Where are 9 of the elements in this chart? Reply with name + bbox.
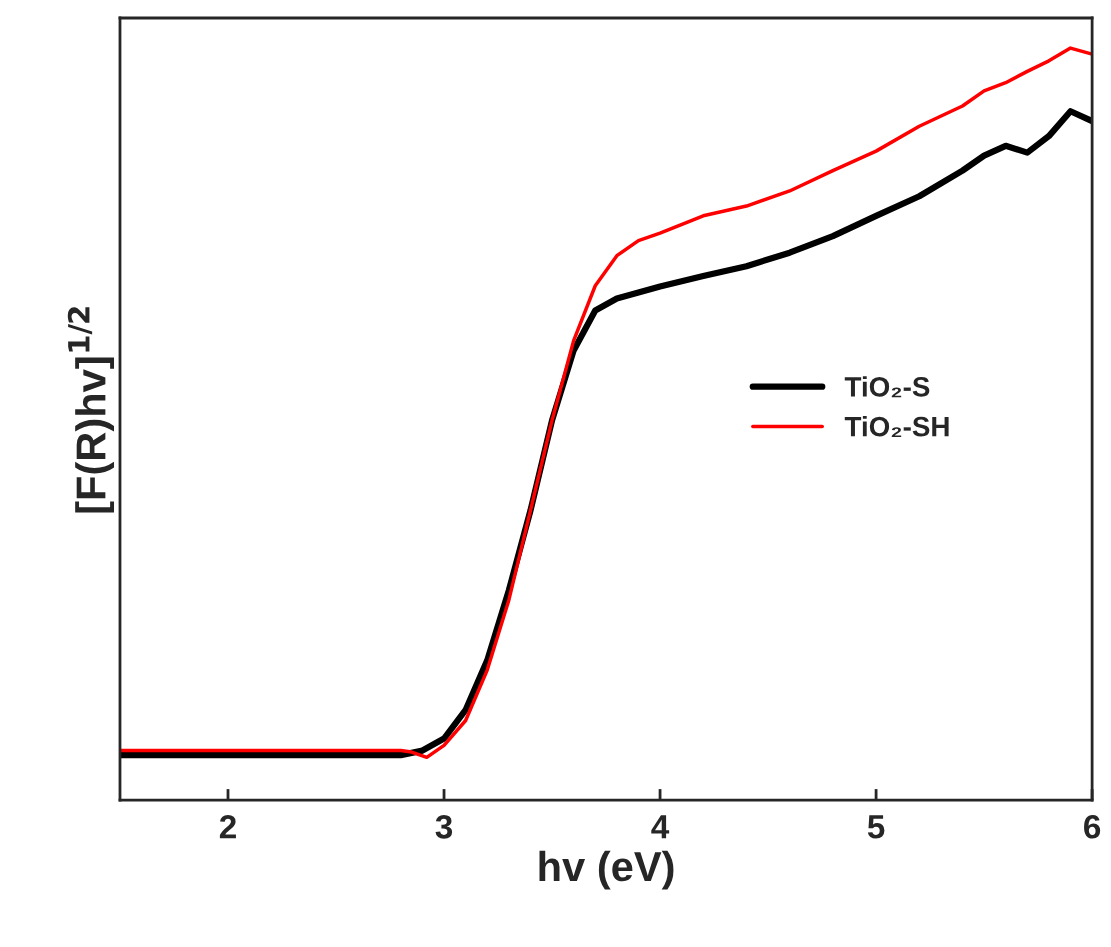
x-tick-label: 5 <box>867 815 885 839</box>
legend-label: TiO₂-SH <box>844 416 949 438</box>
x-axis-title: hv (eV) <box>539 850 674 890</box>
legend-label: TiO₂-S <box>844 376 930 398</box>
x-tick-label: 6 <box>1084 814 1101 839</box>
x-tick-label: 4 <box>651 815 670 839</box>
x-tick-label: 2 <box>219 814 236 839</box>
y-axis-title: [F(R)hv]$^{1/2}$ <box>67 307 115 513</box>
x-tick-label: 3 <box>435 814 453 839</box>
